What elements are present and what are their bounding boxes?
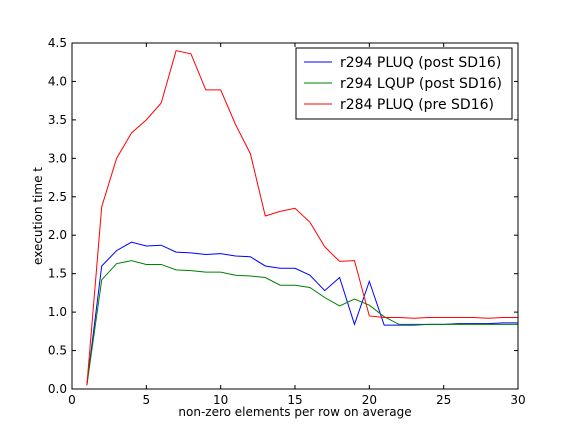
- legend-box: [295, 47, 513, 120]
- y-tick-label: 3.5: [48, 113, 67, 127]
- y-tick-label: 4.5: [48, 36, 67, 50]
- y-tick-label: 2.0: [48, 228, 67, 242]
- y-axis-label: execution time t: [31, 167, 45, 265]
- y-tick-label: 4.0: [48, 74, 67, 88]
- x-axis-label: non-zero elements per row on average: [178, 405, 411, 419]
- y-tick-label: 2.5: [48, 190, 67, 204]
- legend: r294 PLUQ (post SD16) r294 LQUP (post SD1…: [295, 47, 513, 120]
- legend-label: r294 PLUQ (post SD16): [340, 55, 501, 71]
- y-tick-label: 1.5: [48, 267, 67, 281]
- ticks-layer: 0 5 10 15 20 25 30 0.0 0.5 1.0 1.5 2.0 2.5 3.0 3.5 4.0 4…: [48, 36, 526, 407]
- y-tick-label: 0.5: [48, 344, 67, 358]
- series-line-2: [86, 260, 518, 386]
- x-tick-label: 0: [68, 393, 76, 407]
- x-tick-label: 10: [213, 393, 228, 407]
- y-tick-label: 1.0: [48, 305, 67, 319]
- x-tick-label: 25: [436, 393, 451, 407]
- y-tick-label: 0.0: [48, 382, 67, 396]
- x-tick-label: 15: [287, 393, 302, 407]
- legend-label: r294 LQUP (post SD16): [340, 76, 502, 92]
- x-tick-label: 20: [362, 393, 377, 407]
- x-tick-label: 30: [510, 393, 525, 407]
- series-layer: [86, 50, 518, 386]
- x-tick-label: 5: [143, 393, 151, 407]
- y-tick-label: 3.0: [48, 151, 67, 165]
- series-line-3: [86, 50, 518, 386]
- legend-label: r284 PLUQ (pre SD16): [340, 97, 494, 113]
